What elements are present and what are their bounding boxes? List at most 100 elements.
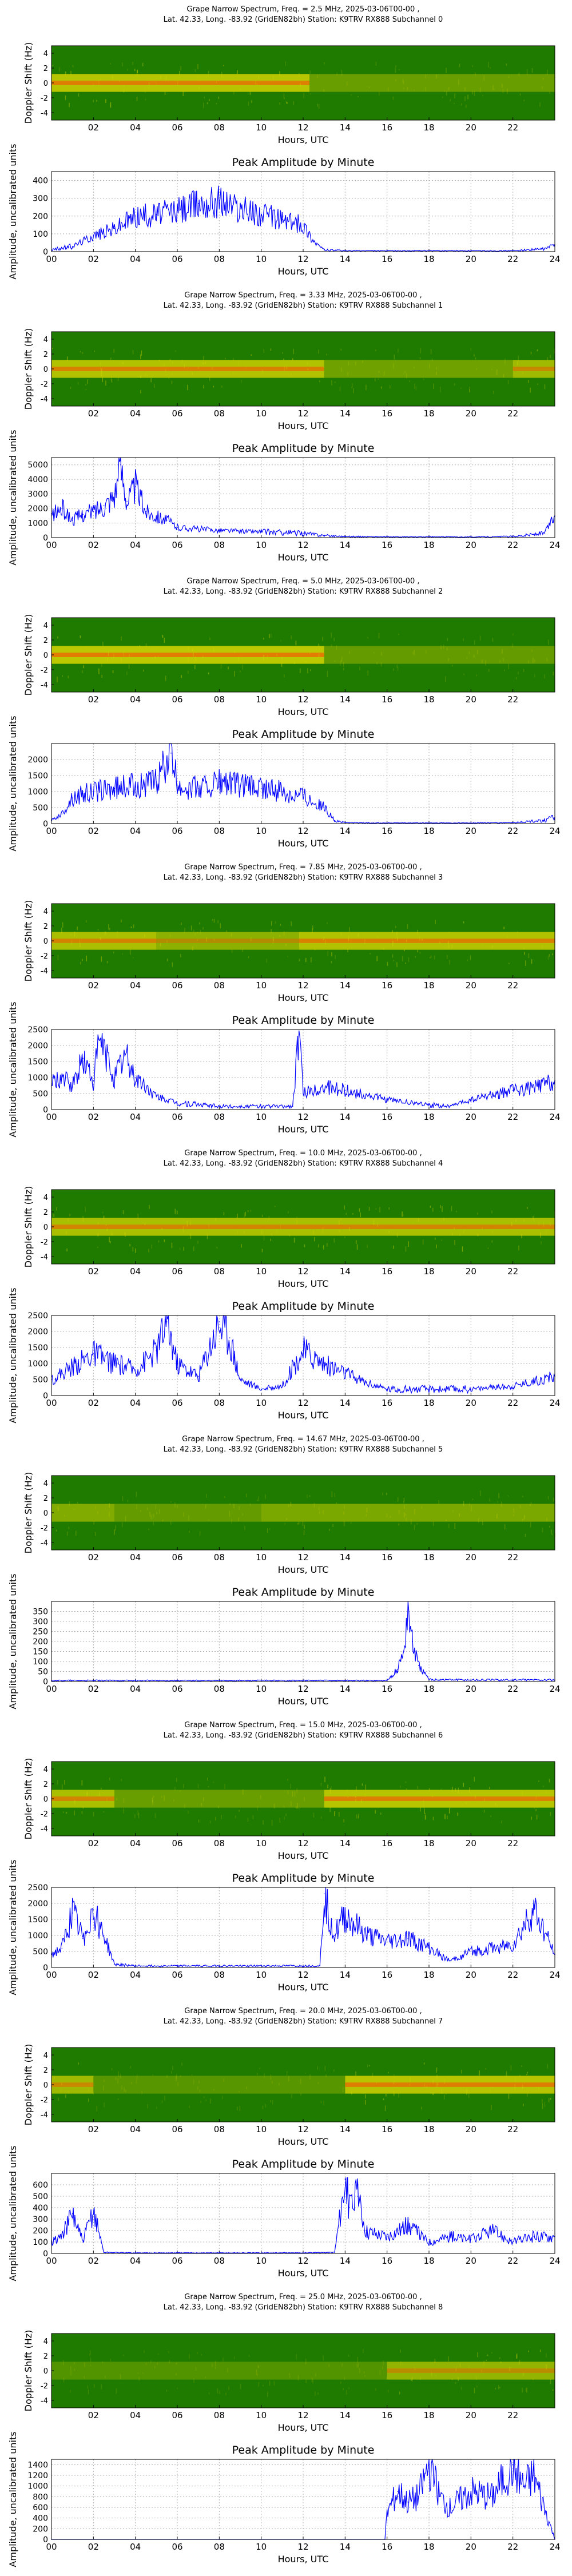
x-axis-label: Hours, UTC: [278, 2268, 329, 2279]
spectrogram-speckle: [61, 1784, 63, 1790]
x-tick-label: 02: [88, 1398, 99, 1408]
spectrogram-speckle: [89, 2353, 90, 2357]
spectrogram-speckle: [479, 635, 481, 641]
spectrogram-speckle: [257, 2374, 258, 2376]
y-tick-label: 50: [38, 1668, 48, 1677]
spectrogram-panel: Grape Narrow Spectrum, Freq. = 15.0 MHz,…: [23, 1721, 555, 1861]
spectrogram-speckle: [168, 377, 170, 379]
x-tick-label: 22: [507, 1112, 518, 1122]
spectrogram-speckle: [265, 1494, 267, 1499]
spectrogram-speckle: [395, 925, 396, 928]
x-tick-label: 00: [46, 1398, 57, 1408]
spectrogram-speckle: [209, 376, 210, 381]
spectrogram-speckle: [550, 1812, 551, 1816]
spectrogram-speckle: [289, 2372, 290, 2375]
x-tick-label: 18: [423, 1266, 434, 1277]
spectrogram-speckle: [454, 1227, 455, 1231]
spectrogram-speckle: [198, 86, 200, 89]
spectrogram-speckle: [291, 1801, 292, 1807]
spectrogram-speckle: [257, 2364, 259, 2368]
y-tick-label: 100: [33, 230, 48, 239]
spectrogram-speckle: [176, 1778, 177, 1782]
x-tick-label: 20: [466, 2542, 476, 2552]
spectrogram-speckle: [118, 2071, 120, 2077]
amplitude-data-point: [439, 2496, 440, 2498]
spectrogram-speckle: [247, 1210, 249, 1213]
x-tick-label: 12: [297, 1552, 308, 1563]
y-tick-label: 2: [43, 2066, 48, 2075]
x-tick-label: 06: [172, 122, 182, 133]
spectrogram-speckle: [444, 1814, 446, 1819]
spectrogram-speckle: [64, 1779, 65, 1785]
spectrogram-speckle: [525, 960, 526, 966]
spectrogram-speckle: [378, 378, 379, 380]
amplitude-data-point: [134, 486, 136, 487]
spectrogram-speckle: [400, 2361, 402, 2366]
spectrogram-speckle: [70, 70, 72, 75]
y-tick-label: 0: [43, 820, 48, 829]
amplitude-title: Peak Amplitude by Minute: [232, 1586, 375, 1599]
spectrogram-speckle: [448, 941, 449, 944]
spectrogram-speckle: [322, 1227, 324, 1233]
spectrogram-speckle: [467, 94, 469, 100]
spectrogram-speckle: [285, 61, 287, 66]
spectrogram-speckle: [171, 1242, 173, 1249]
spectrogram-speckle: [477, 2352, 478, 2358]
spectrogram-speckle: [304, 1797, 305, 1802]
x-tick-label: 14: [340, 408, 351, 419]
spectrogram-speckle: [53, 1800, 55, 1804]
spectrogram-speckle: [154, 656, 156, 659]
spectrogram-speckle: [477, 1234, 479, 1237]
spectrogram-speckle: [507, 380, 509, 384]
y-tick-label: -4: [41, 1539, 48, 1548]
spectrogram-speckle: [496, 1513, 498, 1519]
spectrogram-speckle: [381, 386, 382, 389]
spectrogram-speckle: [193, 929, 194, 932]
spectrogram-speckle: [477, 649, 478, 655]
spectrogram-speckle: [423, 1802, 424, 1808]
spectrogram-speckle: [526, 1207, 528, 1210]
spectrogram-speckle: [554, 1532, 556, 1538]
x-tick-label: 10: [256, 1112, 267, 1122]
spectrogram-speckle: [142, 2372, 143, 2374]
spectrogram-speckle: [345, 1213, 347, 1215]
x-tick-label: 02: [88, 1684, 99, 1694]
spectrogram-speckle: [537, 349, 538, 352]
spectrogram-speckle: [165, 675, 166, 681]
spectrogram-speckle: [347, 1796, 348, 1798]
spectrogram-speckle: [100, 363, 101, 365]
spectrogram-speckle: [187, 367, 189, 369]
spectrogram-panel: Grape Narrow Spectrum, Freq. = 3.33 MHz,…: [23, 291, 555, 431]
y-tick-label: 100: [33, 1657, 48, 1667]
amplitude-data-point: [470, 1951, 472, 1952]
x-tick-label: 06: [172, 826, 182, 836]
spectrogram-speckle: [398, 1510, 400, 1514]
amplitude-data-point: [428, 1679, 430, 1680]
spectrogram-speckle: [424, 1812, 426, 1815]
x-tick-label: 12: [297, 122, 308, 133]
spectrogram-speckle: [524, 952, 525, 955]
spectrogram-speckle: [221, 1815, 222, 1819]
amplitude-data-point: [543, 248, 545, 250]
spectrogram-speckle: [241, 664, 243, 670]
spectrogram-band: [51, 2076, 94, 2094]
spectrogram-speckle: [406, 940, 407, 942]
y-tick-label: 3000: [27, 490, 48, 499]
spectrogram-speckle: [123, 1798, 125, 1803]
spectrogram-speckle: [188, 646, 189, 651]
spectrogram-speckle: [513, 633, 514, 636]
spectrogram-speckle: [554, 2360, 555, 2365]
spectrogram-speckle: [323, 367, 324, 368]
spectrogram-speckle: [422, 939, 423, 941]
spectrogram-speckle: [266, 959, 267, 963]
spectrogram-speckle: [251, 354, 252, 356]
spectrogram-speckle: [397, 1233, 398, 1238]
spectrogram-speckle: [238, 360, 239, 366]
spectrogram-speckle: [324, 2065, 325, 2071]
spectrogram-speckle: [274, 1206, 276, 1207]
spectrogram-speckle: [203, 356, 204, 361]
spectrogram-speckle: [269, 1528, 271, 1531]
spectrogram-speckle: [336, 72, 338, 76]
spectrogram-speckle: [125, 2089, 126, 2093]
spectrogram-speckle: [447, 638, 448, 641]
